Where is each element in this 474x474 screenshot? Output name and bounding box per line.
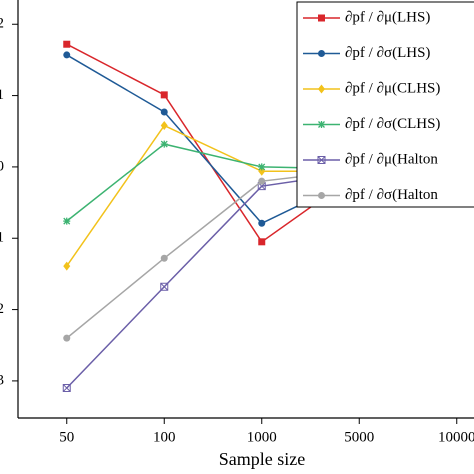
marker: [317, 156, 326, 164]
x-tick-label: 100: [153, 429, 176, 445]
marker: [63, 334, 71, 342]
marker: [63, 51, 71, 59]
y-tick-label: 2: [0, 16, 4, 32]
y-tick-label: 0: [0, 158, 4, 174]
legend-label: ∂pf / ∂σ(CLHS): [345, 116, 440, 132]
x-tick-label: 5000: [344, 429, 374, 445]
marker: [318, 14, 325, 22]
y-tick-label: 2: [0, 301, 4, 317]
marker: [318, 84, 325, 94]
marker: [62, 384, 71, 393]
legend-label: ∂pf / ∂σ(Halton: [345, 187, 438, 203]
marker: [318, 192, 325, 199]
x-tick-label: 50: [59, 429, 74, 445]
marker: [160, 121, 168, 131]
x-tick-label: 1000: [247, 429, 277, 445]
legend-label: ∂pf / ∂μ(LHS): [345, 9, 430, 25]
x-axis-label: Sample size: [219, 449, 305, 469]
marker: [160, 282, 169, 291]
y-tick-label: 3: [0, 372, 4, 388]
marker: [318, 50, 325, 57]
marker: [63, 217, 71, 225]
marker: [258, 177, 266, 185]
y-tick-label: 1: [0, 87, 4, 103]
marker: [258, 238, 266, 246]
marker: [258, 163, 266, 171]
legend-label: ∂pf / ∂μ(CLHS): [345, 80, 440, 96]
legend-label: ∂pf / ∂μ(Halton: [345, 151, 438, 167]
legend-box: [296, 1, 474, 208]
marker: [63, 40, 71, 48]
legend-label: ∂pf / ∂σ(LHS): [345, 45, 430, 61]
marker: [160, 254, 168, 262]
marker: [160, 91, 168, 99]
marker: [160, 140, 168, 148]
marker: [160, 108, 168, 116]
x-tick-label: 10000: [438, 429, 474, 445]
y-tick-label: 1: [0, 230, 4, 246]
marker: [318, 121, 325, 128]
marker: [258, 219, 266, 227]
marker: [63, 261, 71, 271]
